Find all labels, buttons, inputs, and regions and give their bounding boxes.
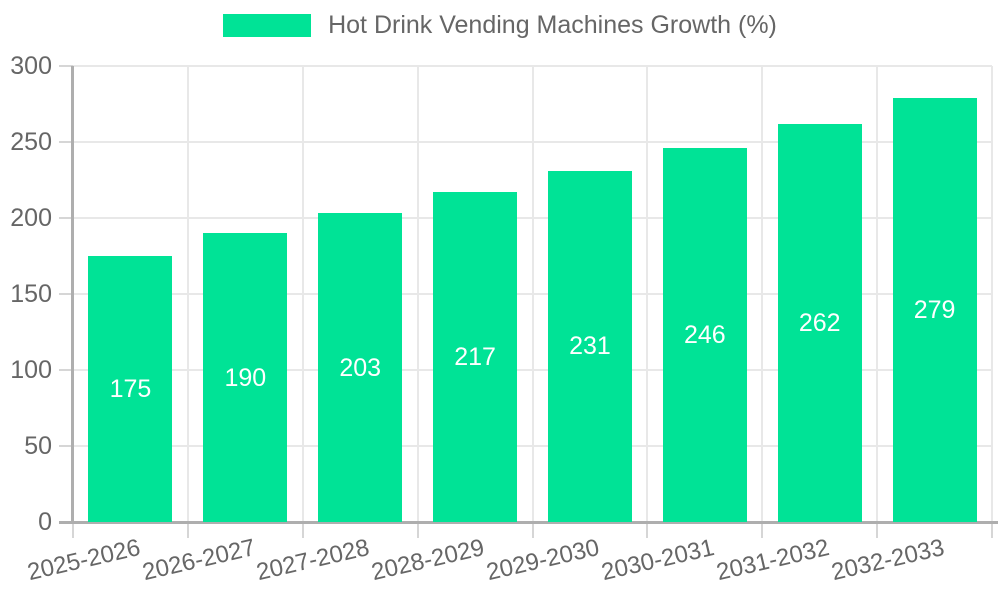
x-tick-mark [991, 523, 993, 538]
x-gridline [186, 66, 189, 522]
y-tick-label: 50 [24, 432, 52, 460]
bar [547, 170, 632, 522]
x-tick-label: 2029-2030 [484, 534, 603, 587]
y-tick-mark [59, 293, 73, 295]
x-tick-mark [416, 523, 419, 538]
x-tick-mark [301, 523, 304, 538]
y-tick-mark [59, 217, 73, 219]
bar-value-label: 175 [109, 375, 152, 403]
chart-legend: Hot Drink Vending Machines Growth (%) [0, 11, 1000, 40]
bar [203, 233, 288, 522]
x-tick-label: 2028-2029 [369, 534, 488, 587]
y-tick-label: 250 [10, 128, 52, 156]
x-tick-mark [876, 523, 879, 538]
bar-value-label: 246 [683, 321, 726, 350]
x-tick-mark [531, 523, 534, 538]
y-tick-label: 0 [38, 508, 52, 536]
x-tick-mark [186, 523, 189, 538]
bar [88, 256, 173, 522]
x-gridline [531, 66, 534, 522]
y-tick-mark [59, 445, 73, 447]
x-gridline [646, 66, 649, 522]
x-gridline [876, 66, 879, 522]
bar-value-label: 190 [224, 363, 267, 392]
x-tick-label: 2026-2027 [139, 534, 258, 587]
x-tick-mark [646, 523, 649, 538]
x-tick-label: 2032-2033 [828, 534, 947, 587]
x-tick-mark [761, 523, 764, 538]
bar-value-label: 262 [798, 308, 841, 337]
x-gridline [761, 66, 764, 522]
bar-value-label: 203 [339, 353, 382, 382]
x-tick-label: 2027-2028 [254, 534, 373, 587]
bar [662, 148, 747, 522]
bar [892, 97, 977, 522]
y-tick-mark [59, 369, 73, 371]
bar-value-label: 231 [569, 332, 611, 361]
y-tick-mark [59, 65, 73, 67]
y-tick-label: 200 [10, 204, 52, 232]
x-gridline [991, 66, 993, 522]
x-tick-label: 2025-2026 [24, 534, 143, 587]
bar [433, 192, 518, 522]
y-tick-mark [59, 141, 73, 143]
legend-swatch [223, 14, 312, 37]
y-tick-label: 300 [10, 52, 52, 80]
y-tick-label: 100 [10, 356, 52, 384]
bar [777, 123, 862, 522]
y-tick-label: 150 [10, 280, 52, 308]
x-gridline [301, 66, 304, 522]
x-gridline [416, 66, 419, 522]
y-axis-line [70, 66, 74, 522]
bar-value-label: 279 [913, 295, 956, 324]
bar-value-label: 217 [454, 343, 496, 372]
x-tick-label: 2031-2032 [713, 534, 832, 587]
bar [318, 213, 403, 522]
x-axis-line [59, 520, 998, 524]
x-tick-mark [72, 523, 74, 538]
x-tick-label: 2030-2031 [598, 534, 717, 587]
legend-label: Hot Drink Vending Machines Growth (%) [328, 11, 777, 39]
